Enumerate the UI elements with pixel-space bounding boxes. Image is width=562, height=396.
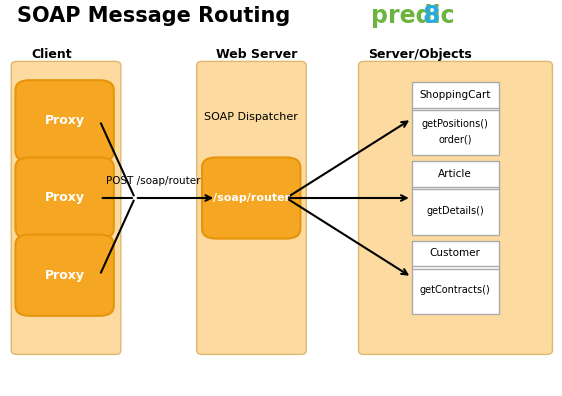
FancyBboxPatch shape — [16, 234, 114, 316]
FancyBboxPatch shape — [411, 241, 499, 314]
Text: SOAP Message Routing: SOAP Message Routing — [17, 6, 290, 26]
Text: getContracts(): getContracts() — [420, 285, 491, 295]
FancyBboxPatch shape — [197, 61, 306, 354]
Text: Customer: Customer — [430, 248, 481, 259]
FancyBboxPatch shape — [411, 82, 499, 156]
Text: Web Server: Web Server — [216, 48, 298, 61]
Text: SOAP Dispatcher: SOAP Dispatcher — [204, 112, 298, 122]
Text: Client: Client — [31, 48, 71, 61]
FancyBboxPatch shape — [16, 157, 114, 238]
Text: /soap/router: /soap/router — [212, 193, 290, 203]
Text: Server/Objects: Server/Objects — [368, 48, 472, 61]
FancyBboxPatch shape — [11, 61, 121, 354]
FancyBboxPatch shape — [202, 157, 300, 238]
FancyBboxPatch shape — [411, 161, 499, 234]
Text: getDetails(): getDetails() — [427, 206, 484, 216]
Text: Proxy: Proxy — [44, 114, 85, 127]
Text: Proxy: Proxy — [44, 192, 85, 204]
Text: POST /soap/router: POST /soap/router — [106, 176, 200, 186]
Text: predic: predic — [371, 4, 455, 28]
FancyBboxPatch shape — [359, 61, 552, 354]
Text: 8: 8 — [423, 4, 440, 28]
Text: Proxy: Proxy — [44, 269, 85, 282]
Text: Article: Article — [438, 169, 472, 179]
FancyBboxPatch shape — [16, 80, 114, 162]
Text: getPositions()
order(): getPositions() order() — [422, 119, 488, 144]
Text: ShoppingCart: ShoppingCart — [419, 90, 491, 100]
